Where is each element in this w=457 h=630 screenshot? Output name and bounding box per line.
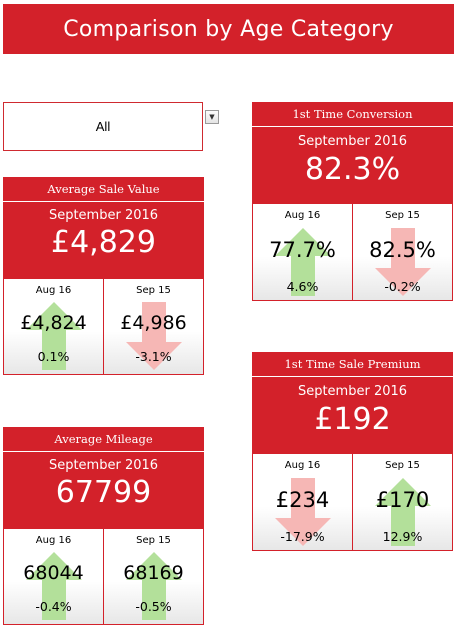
average-sale-value-card: Average Sale Value September 2016 £4,829… <box>3 177 204 375</box>
card-title: 1st Time Sale Premium <box>252 352 453 377</box>
card-period: September 2016 <box>297 134 408 149</box>
comparison-cell: Sep 15 68169 -0.5% <box>103 529 203 624</box>
arrow-down-shape <box>274 478 331 546</box>
comparison-value: 77.7% <box>269 238 336 262</box>
card-value: 82.3% <box>304 152 401 187</box>
arrow-up-icon <box>25 302 82 370</box>
card-period: September 2016 <box>297 384 408 399</box>
comparison-row: Aug 16 £234 -17.9% Sep 15 £170 12.9% <box>252 453 453 551</box>
first-time-conversion-card: 1st Time Conversion September 2016 82.3%… <box>252 102 453 301</box>
arrow-down-icon <box>374 228 431 296</box>
card-headline: September 2016 82.3% <box>252 127 453 203</box>
average-mileage-card: Average Mileage September 2016 67799 Aug… <box>3 427 204 625</box>
comparison-label: Sep 15 <box>385 210 420 221</box>
comparison-row: Aug 16 £4,824 0.1% Sep 15 £4,986 -3.1% <box>3 278 204 375</box>
comparison-label: Sep 15 <box>136 285 171 296</box>
comparison-label: Aug 16 <box>35 535 72 546</box>
comparison-change: 4.6% <box>286 279 319 294</box>
comparison-cell: Aug 16 £234 -17.9% <box>253 454 352 550</box>
comparison-label: Aug 16 <box>35 285 72 296</box>
comparison-label: Aug 16 <box>284 460 321 471</box>
arrow-up-shape <box>374 478 431 546</box>
comparison-value: £4,824 <box>20 312 87 334</box>
comparison-value: £170 <box>375 488 430 512</box>
arrow-down-icon <box>274 478 331 546</box>
first-time-sale-premium-card: 1st Time Sale Premium September 2016 £19… <box>252 352 453 551</box>
arrow-up-shape <box>125 552 182 620</box>
page-title: Comparison by Age Category <box>3 4 454 54</box>
chevron-down-icon[interactable]: ▼ <box>205 110 219 124</box>
comparison-change: -0.2% <box>384 279 421 294</box>
comparison-cell: Sep 15 82.5% -0.2% <box>352 204 452 300</box>
comparison-label: Sep 15 <box>136 535 171 546</box>
card-headline: September 2016 67799 <box>3 452 204 528</box>
comparison-change: -3.1% <box>135 349 172 364</box>
arrow-up-icon <box>374 478 431 546</box>
card-title: Average Mileage <box>3 427 204 452</box>
arrow-up-shape <box>25 302 82 370</box>
comparison-value: £4,986 <box>120 312 187 334</box>
comparison-change: -0.5% <box>135 599 172 614</box>
arrow-up-shape <box>25 552 82 620</box>
arrow-up-icon <box>125 552 182 620</box>
arrow-down-shape <box>125 302 182 370</box>
arrow-up-shape <box>274 228 331 296</box>
comparison-cell: Aug 16 68044 -0.4% <box>4 529 103 624</box>
card-headline: September 2016 £192 <box>252 377 453 453</box>
comparison-cell: Sep 15 £4,986 -3.1% <box>103 279 203 374</box>
comparison-value: 68169 <box>123 562 184 584</box>
comparison-change: 12.9% <box>382 529 423 544</box>
arrow-down-icon <box>125 302 182 370</box>
comparison-row: Aug 16 68044 -0.4% Sep 15 68169 -0.5% <box>3 528 204 625</box>
comparison-cell: Sep 15 £170 12.9% <box>352 454 452 550</box>
comparison-value: £234 <box>275 488 330 512</box>
card-value: £4,829 <box>51 225 156 260</box>
card-title: Average Sale Value <box>3 177 204 202</box>
age-category-select[interactable]: All <box>3 102 203 151</box>
arrow-up-icon <box>25 552 82 620</box>
comparison-row: Aug 16 77.7% 4.6% Sep 15 82.5% -0.2% <box>252 203 453 301</box>
card-headline: September 2016 £4,829 <box>3 202 204 278</box>
comparison-label: Aug 16 <box>284 210 321 221</box>
age-category-select-value: All <box>95 119 111 134</box>
comparison-label: Sep 15 <box>385 460 420 471</box>
arrow-up-icon <box>274 228 331 296</box>
comparison-cell: Aug 16 77.7% 4.6% <box>253 204 352 300</box>
comparison-value: 68044 <box>23 562 84 584</box>
card-period: September 2016 <box>48 208 159 223</box>
card-title: 1st Time Conversion <box>252 102 453 127</box>
card-period: September 2016 <box>48 458 159 473</box>
card-value: 67799 <box>55 475 152 510</box>
arrow-down-shape <box>374 228 431 296</box>
comparison-cell: Aug 16 £4,824 0.1% <box>4 279 103 374</box>
comparison-change: -17.9% <box>280 529 325 544</box>
comparison-value: 82.5% <box>369 238 436 262</box>
comparison-change: 0.1% <box>37 349 70 364</box>
card-value: £192 <box>314 402 391 437</box>
comparison-change: -0.4% <box>35 599 72 614</box>
